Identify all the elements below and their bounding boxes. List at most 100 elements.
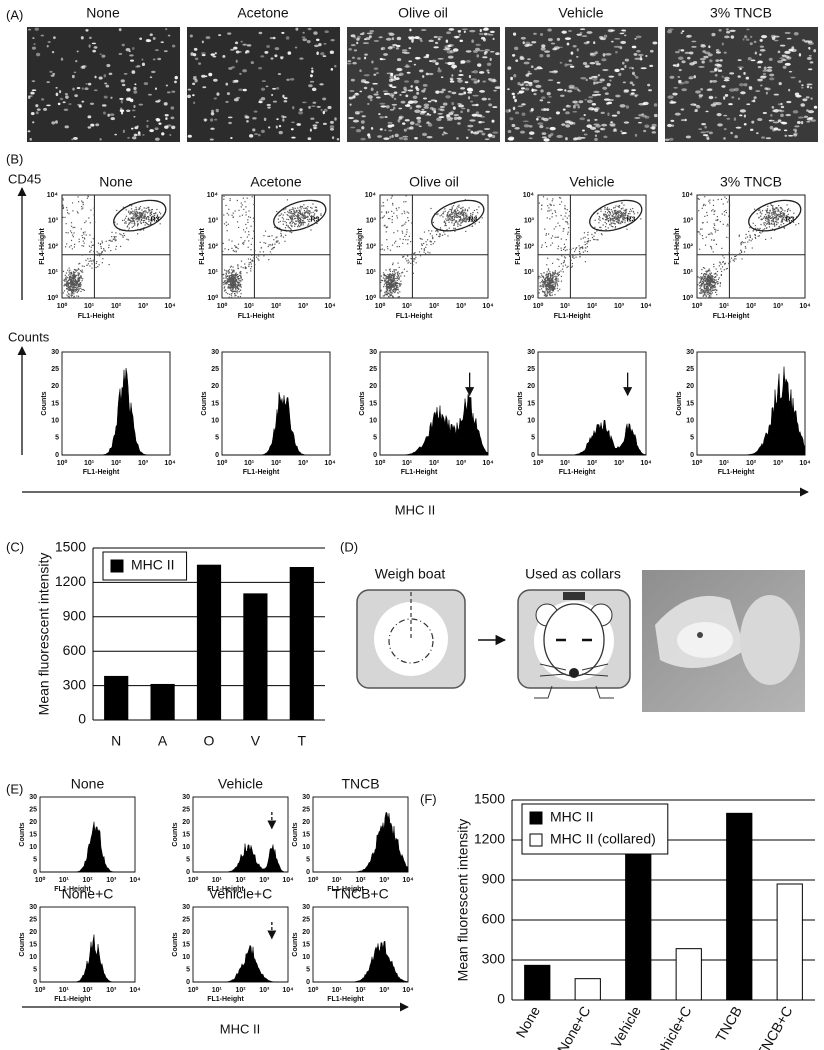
cell (383, 93, 388, 96)
event (549, 285, 551, 287)
event (453, 202, 455, 204)
event (584, 236, 586, 238)
event (92, 244, 94, 246)
event (543, 281, 545, 283)
cell (393, 75, 396, 79)
event (250, 268, 252, 270)
cell (541, 136, 547, 139)
event (126, 238, 128, 240)
event (69, 276, 71, 278)
event (79, 270, 82, 272)
event (289, 209, 291, 211)
cell (292, 106, 295, 110)
event (289, 212, 292, 214)
cell (730, 35, 735, 39)
event (148, 208, 150, 211)
cell (334, 117, 337, 121)
cell (422, 97, 428, 100)
event (562, 262, 565, 264)
cell (201, 74, 206, 78)
cell (482, 37, 486, 42)
cell (472, 70, 479, 74)
event (596, 213, 598, 215)
event (427, 251, 429, 253)
event (233, 286, 235, 288)
event (542, 276, 545, 278)
cell (422, 75, 425, 78)
event (549, 290, 551, 292)
event (234, 245, 236, 247)
cell (568, 30, 572, 32)
event (633, 213, 635, 215)
cell (779, 109, 785, 113)
cell (121, 43, 125, 47)
cell (778, 81, 782, 86)
cell (609, 79, 612, 82)
event (392, 295, 394, 297)
event (73, 276, 75, 278)
cell (721, 75, 725, 78)
cell (440, 76, 444, 78)
event (85, 220, 87, 222)
cell (495, 52, 500, 56)
cell (437, 69, 442, 73)
cell (198, 62, 202, 65)
event (549, 218, 551, 220)
event (225, 276, 227, 278)
event (140, 218, 143, 221)
cell (308, 84, 313, 88)
event (715, 275, 717, 278)
cell (309, 128, 312, 132)
event (306, 210, 308, 212)
event (710, 279, 713, 281)
event (448, 227, 450, 229)
cell (561, 30, 568, 34)
cell (421, 108, 425, 111)
cell (808, 46, 811, 50)
event (136, 221, 138, 223)
event (560, 247, 562, 249)
event (441, 214, 443, 216)
cell (33, 43, 36, 45)
cell (512, 95, 516, 99)
cell (141, 58, 144, 61)
event (705, 290, 708, 292)
event (228, 270, 230, 273)
event (740, 251, 743, 253)
event (227, 284, 230, 286)
event (755, 227, 757, 229)
event (448, 218, 450, 220)
event (716, 293, 718, 296)
event (620, 220, 623, 222)
event (449, 213, 452, 215)
event (390, 275, 392, 278)
event (700, 297, 702, 299)
event (753, 229, 755, 231)
cell (289, 77, 295, 81)
cell (457, 79, 463, 83)
event (397, 287, 399, 289)
event (552, 198, 554, 200)
event (290, 217, 292, 219)
event (223, 280, 225, 282)
event (74, 283, 76, 286)
cell (398, 107, 403, 110)
event (232, 278, 234, 281)
event (233, 277, 236, 279)
cell (553, 70, 558, 73)
event (388, 278, 390, 280)
cell (213, 78, 218, 82)
event (761, 213, 763, 215)
event (381, 211, 383, 213)
event (246, 272, 248, 274)
event (393, 212, 395, 214)
event (733, 260, 735, 262)
cell (770, 114, 773, 117)
event (624, 210, 626, 212)
event (558, 280, 560, 282)
cell (711, 32, 716, 37)
event (289, 228, 292, 230)
event (465, 230, 467, 233)
event (242, 229, 245, 231)
cell (608, 75, 615, 78)
